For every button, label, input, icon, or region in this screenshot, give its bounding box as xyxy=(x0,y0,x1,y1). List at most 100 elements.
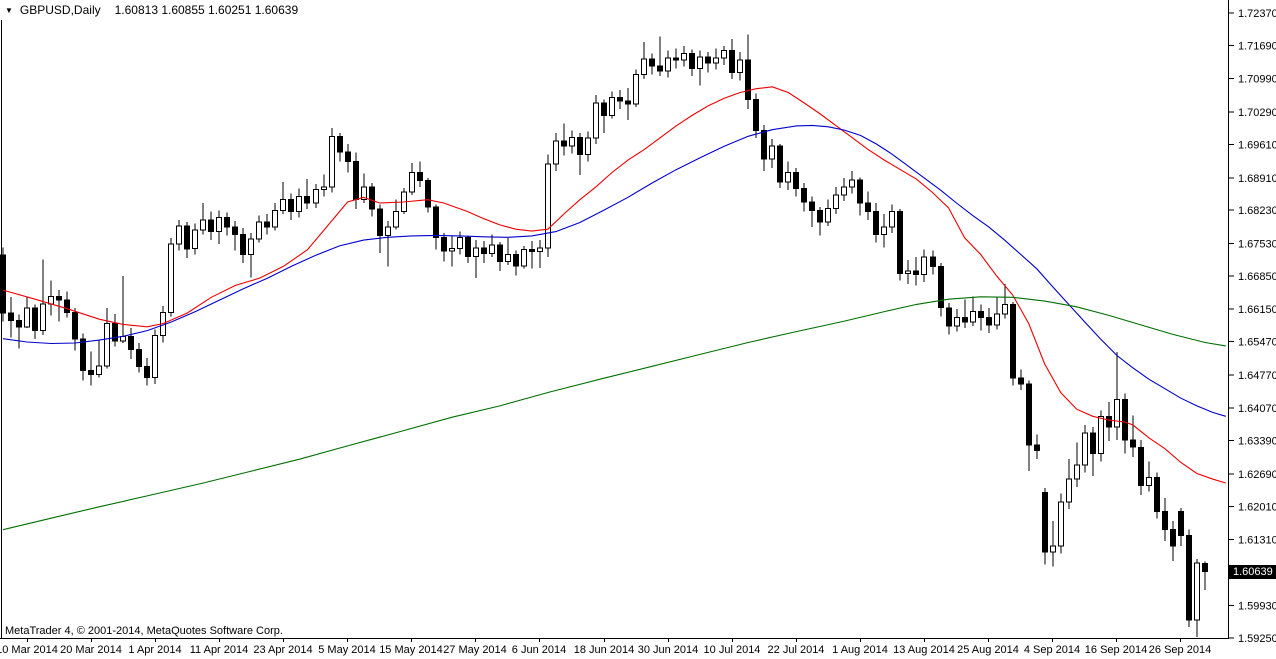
date-label: 10 Jul 2014 xyxy=(704,644,761,656)
bear-candle-body xyxy=(288,199,294,213)
bear-candle-body xyxy=(497,244,503,263)
price-tick-label: 1.66150 xyxy=(1238,304,1276,316)
date-label: 23 Apr 2014 xyxy=(253,644,312,656)
bull-candle-body xyxy=(457,236,463,250)
bull-candle-body xyxy=(1146,476,1152,486)
bear-candle-body xyxy=(1170,529,1176,547)
bear-candle-body xyxy=(1186,534,1192,621)
date-label: 16 Sep 2014 xyxy=(1085,644,1147,656)
date-label: 20 Mar 2014 xyxy=(60,644,122,656)
date-label: 18 Jun 2014 xyxy=(574,644,635,656)
bear-candle-body xyxy=(1010,303,1016,379)
chart-header: ▼ GBPUSD,Daily 1.60813 1.60855 1.60251 1.6… xyxy=(5,3,298,17)
bull-candle-body xyxy=(1066,478,1072,503)
bull-candle-body xyxy=(593,102,599,139)
price-tick-label: 1.64070 xyxy=(1238,403,1276,415)
bear-candle-body xyxy=(529,249,535,253)
price-tick-label: 1.72370 xyxy=(1238,8,1276,20)
bear-candle-body xyxy=(377,208,383,236)
price-tick-label: 1.59250 xyxy=(1238,633,1276,645)
symbol-marker-icon: ▼ xyxy=(5,6,13,15)
bull-candle-body xyxy=(449,248,455,252)
price-tick-label: 1.70290 xyxy=(1238,107,1276,119)
bear-candle-body xyxy=(1042,492,1048,553)
bear-candle-body xyxy=(353,161,359,201)
bull-candle-body xyxy=(200,219,206,231)
bull-candle-body xyxy=(921,256,927,275)
bull-candle-body xyxy=(721,50,727,59)
bear-candle-body xyxy=(345,151,351,162)
bull-candle-body xyxy=(296,195,302,213)
bear-candle-body xyxy=(930,256,936,267)
bull-candle-body xyxy=(585,137,591,156)
bear-candle-body xyxy=(625,100,631,105)
price-tick-label: 1.68910 xyxy=(1238,173,1276,185)
price-tick-label: 1.65470 xyxy=(1238,337,1276,349)
bull-candle-body xyxy=(272,210,278,228)
bull-candle-body xyxy=(1050,545,1056,553)
bull-candle-body xyxy=(785,172,791,183)
bull-candle-body xyxy=(633,73,639,105)
bull-candle-body xyxy=(40,303,46,332)
bull-candle-body xyxy=(1194,562,1200,621)
bear-candle-body xyxy=(577,136,583,155)
bull-candle-body xyxy=(769,145,775,160)
price-tick-label: 1.62690 xyxy=(1238,469,1276,481)
bull-candle-body xyxy=(168,243,174,314)
price-tick-label: 1.71690 xyxy=(1238,40,1276,52)
date-label: 11 Apr 2014 xyxy=(190,644,249,656)
price-tick-label: 1.61310 xyxy=(1238,535,1276,547)
bear-candle-body xyxy=(1178,511,1184,536)
bear-candle-body xyxy=(801,188,807,203)
price-tick-label: 1.63390 xyxy=(1238,436,1276,448)
bear-candle-body xyxy=(649,58,655,67)
bear-candle-body xyxy=(561,140,567,147)
bear-candle-body xyxy=(1018,377,1024,385)
bear-candle-body xyxy=(481,247,487,255)
bear-candle-body xyxy=(264,221,270,228)
bull-candle-body xyxy=(681,53,687,61)
bear-candle-body xyxy=(1202,562,1208,573)
bull-candle-body xyxy=(665,57,671,72)
price-tick-label: 1.62010 xyxy=(1238,501,1276,513)
chart-frame xyxy=(0,0,1229,639)
bear-candle-body xyxy=(32,307,38,332)
date-label: 13 Aug 2014 xyxy=(893,644,955,656)
bull-candle-body xyxy=(1082,432,1088,466)
bear-candle-body xyxy=(337,135,343,153)
time-axis[interactable]: 10 Mar 2014 20 Mar 2014 1 Apr 2014 11 Apr 2… xyxy=(0,639,1211,656)
bull-candle-body xyxy=(393,211,399,228)
bear-candle-body xyxy=(136,349,142,367)
bull-candle-body xyxy=(176,225,182,245)
bear-candle-body xyxy=(962,316,968,323)
bull-candle-body xyxy=(994,313,1000,326)
bull-candle-body xyxy=(970,311,976,323)
bear-candle-body xyxy=(0,254,6,314)
bull-candle-body xyxy=(248,238,254,255)
bear-candle-body xyxy=(1106,415,1112,428)
bull-candle-body xyxy=(104,323,110,367)
bull-candle-body xyxy=(473,247,479,257)
bear-candle-body xyxy=(72,312,78,340)
bear-candle-body xyxy=(513,253,519,267)
bear-candle-body xyxy=(441,236,447,252)
date-label: 4 Sep 2014 xyxy=(1024,644,1080,656)
bull-candle-body xyxy=(1074,464,1080,480)
price-axis[interactable]: 1.72370 1.71690 1.70990 1.70290 1.69610 1.689… xyxy=(1229,8,1276,645)
bear-candle-body xyxy=(1154,476,1160,513)
bear-candle-body xyxy=(8,312,14,322)
bull-candle-body xyxy=(192,229,198,250)
bear-candle-body xyxy=(986,316,992,326)
date-label: 22 Jul 2014 xyxy=(768,644,825,656)
bear-candle-body xyxy=(689,53,695,70)
bear-candle-body xyxy=(433,206,439,238)
bull-candle-body xyxy=(641,58,647,75)
bull-candle-body xyxy=(1058,501,1064,547)
bull-candle-body xyxy=(537,247,543,253)
bear-candle-body xyxy=(112,323,118,342)
bear-candle-body xyxy=(80,338,86,372)
bear-candle-body xyxy=(1026,383,1032,446)
bear-candle-body xyxy=(946,307,952,327)
bear-candle-body xyxy=(1162,511,1168,531)
